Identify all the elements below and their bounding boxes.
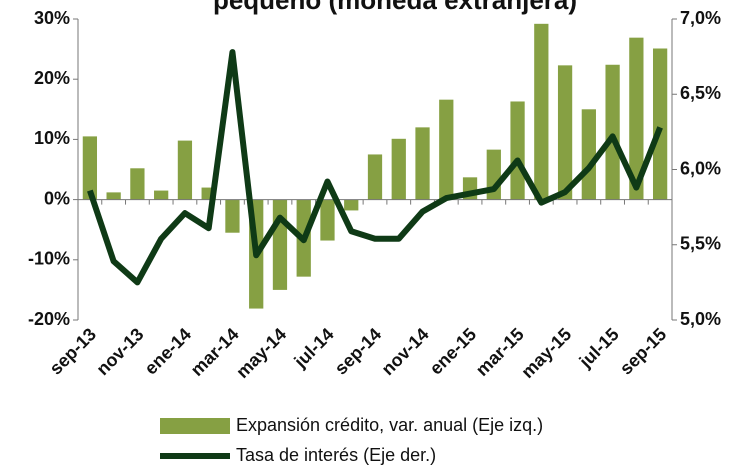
- bar: [605, 64, 620, 200]
- y2-tick-label: 6,0%: [680, 158, 721, 178]
- bar: [154, 190, 169, 200]
- bar: [510, 101, 525, 200]
- bar: [439, 99, 454, 200]
- bar: [272, 199, 288, 290]
- bar: [415, 127, 430, 200]
- x-tick-label: sep-13: [46, 324, 100, 378]
- chart-title: pequeño (moneda extranjera): [213, 0, 577, 15]
- x-tick-label: may-15: [517, 324, 575, 382]
- x-tick-label: ene-15: [426, 324, 480, 378]
- bar: [225, 199, 240, 233]
- legend-label: Tasa de interés (Eje der.): [236, 445, 436, 465]
- bar: [534, 23, 549, 200]
- x-tick-label: mar-14: [187, 324, 243, 380]
- x-tick-label: sep-14: [331, 324, 385, 378]
- y2-tick-label: 7,0%: [680, 8, 721, 28]
- y2-tick-label: 6,5%: [680, 83, 721, 103]
- bar: [344, 199, 359, 211]
- bar: [557, 65, 573, 200]
- line: [87, 49, 663, 286]
- x-tick-label: nov-13: [92, 324, 147, 379]
- y-tick-label: 30%: [34, 8, 70, 28]
- bar: [629, 37, 644, 200]
- y-tick-label: 0%: [44, 188, 70, 208]
- y-tick-label: 20%: [34, 68, 70, 88]
- y-tick-label: -20%: [28, 309, 70, 329]
- x-tick-label: sep-15: [616, 324, 670, 378]
- legend: Expansión crédito, var. anual (Eje izq.)…: [160, 415, 543, 465]
- x-tick-label: nov-14: [378, 324, 433, 379]
- y2-tick-label: 5,5%: [680, 234, 721, 254]
- bar: [367, 154, 383, 200]
- bar: [391, 138, 406, 200]
- bar: [130, 168, 145, 200]
- x-tick-label: mar-15: [472, 324, 528, 380]
- x-tick-label: ene-14: [141, 324, 195, 378]
- bar: [652, 48, 668, 200]
- legend-label: Expansión crédito, var. anual (Eje izq.): [236, 415, 543, 435]
- bar: [106, 192, 121, 200]
- bar: [177, 140, 193, 200]
- legend-swatch: [160, 418, 230, 434]
- bar: [581, 109, 596, 200]
- y-tick-label: 10%: [34, 128, 70, 148]
- bar: [320, 199, 335, 241]
- bar: [82, 136, 98, 200]
- x-tick-label: may-14: [232, 324, 290, 382]
- y2-tick-label: 5,0%: [680, 309, 721, 329]
- y-tick-label: -10%: [28, 249, 70, 269]
